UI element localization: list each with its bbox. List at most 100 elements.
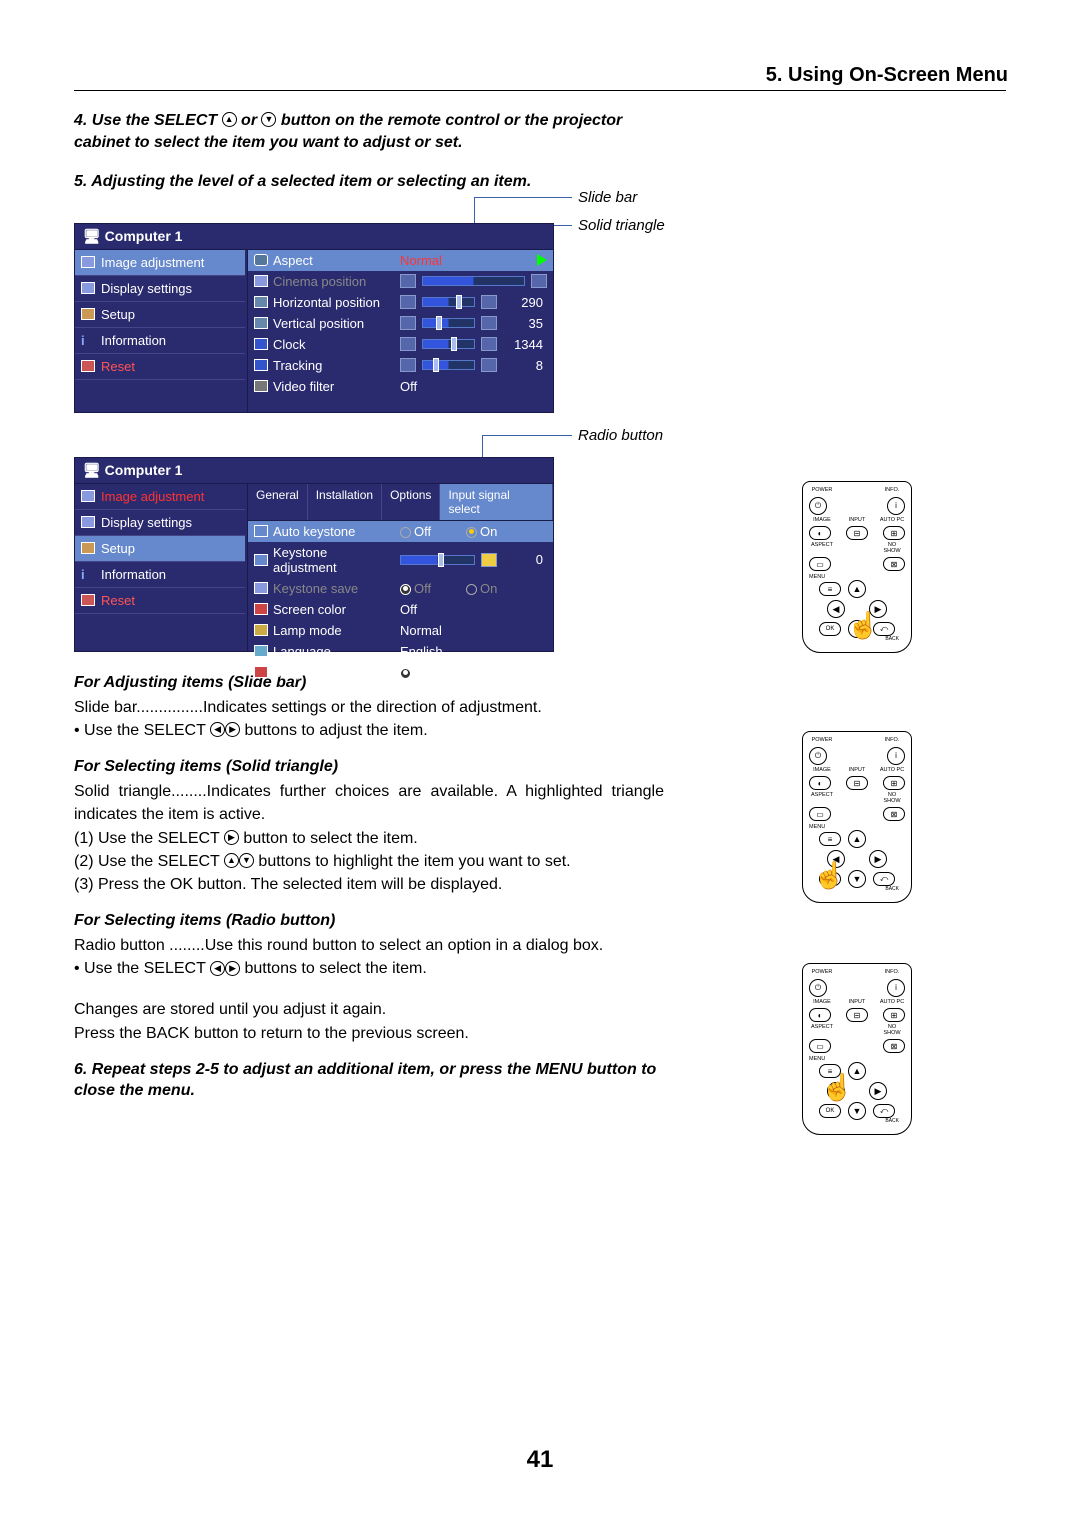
osd2-row: LanguageEnglish <box>248 641 553 662</box>
osd2-menu: Image adjustment Display settings Setup … <box>75 484 245 651</box>
ok-button-icon: OK <box>819 622 841 636</box>
up-arrow-icon: ▲ <box>222 112 237 127</box>
aspect-button-icon: ▭ <box>809 1039 831 1053</box>
autopc-button-icon: ⊞ <box>883 1008 905 1022</box>
osd2-row: Auto keystoneOffOn <box>248 521 553 542</box>
menu-button-icon: ≡ <box>819 582 841 596</box>
menu-button-icon: ≡ <box>819 832 841 846</box>
remote-diagram-1: POWERINFO. ⏻i IMAGEINPUTAUTO PC ◐⊟⊞ ASPE… <box>802 481 912 653</box>
section-triangle-body: Solid triangle........Indicates further … <box>74 780 664 826</box>
power-button-icon: ⏻ <box>809 979 827 997</box>
section-radio-head: For Selecting items (Radio button) <box>74 912 1006 930</box>
right-arrow-icon: ▶ <box>225 722 240 737</box>
osd1-row: Horizontal position290 <box>248 292 553 313</box>
osd1-panel: AspectNormal Cinema position Horizontal … <box>247 250 553 412</box>
back-button-icon: ⤺ <box>873 1104 895 1118</box>
step-5: 5. Adjusting the level of a selected ite… <box>74 171 1006 193</box>
step4-mid: or <box>237 112 262 129</box>
noshow-button-icon: ⊠ <box>883 1039 905 1053</box>
osd1-menu-item: iInformation <box>75 328 245 354</box>
power-button-icon: ⏻ <box>809 747 827 765</box>
dpad-down-icon: ▼ <box>848 620 866 638</box>
osd1-row: Clock1344 <box>248 334 553 355</box>
osd2-menu-item: Reset <box>75 588 245 614</box>
callout-slidebar-h <box>474 197 572 198</box>
dpad-left-icon: ◀ <box>827 850 845 868</box>
info-button-icon: i <box>887 747 905 765</box>
osd1-row: AspectNormal <box>248 250 553 271</box>
noshow-button-icon: ⊠ <box>883 557 905 571</box>
aspect-button-icon: ▭ <box>809 557 831 571</box>
section-radio-notes: Changes are stored until you adjust it a… <box>74 998 664 1044</box>
section-slidebar-body: Slide bar...............Indicates settin… <box>74 696 664 742</box>
ok-button-icon: OK <box>819 872 841 886</box>
section-radio-bullet: • Use the SELECT ◀▶ buttons to select th… <box>74 957 664 980</box>
osd1-menu-item: Reset <box>75 354 245 380</box>
dpad-up-icon: ▲ <box>848 830 866 848</box>
section-triangle-list: (1) Use the SELECT ▶ button to select th… <box>74 827 664 897</box>
osd2-tab: General <box>248 484 308 520</box>
info-button-icon: i <box>887 979 905 997</box>
triangle-icon <box>537 254 547 266</box>
dpad-left-icon: ◀ <box>827 1082 845 1100</box>
menu-button-icon: ≡ <box>819 1064 841 1078</box>
up-arrow-icon: ▲ <box>224 853 239 868</box>
autopc-button-icon: ⊞ <box>883 776 905 790</box>
label-radiobutton: Radio button <box>578 427 663 444</box>
autopc-button-icon: ⊞ <box>883 526 905 540</box>
image-button-icon: ◐ <box>809 1008 831 1022</box>
ok-button-icon: OK <box>819 1104 841 1118</box>
osd2-panel: General Installation Options Input signa… <box>247 484 553 651</box>
osd2-row: Keystone saveOffOn <box>248 578 553 599</box>
dpad-down-icon: ▼ <box>848 1102 866 1120</box>
down-arrow-icon: ▼ <box>261 112 276 127</box>
label-slidebar: Slide bar <box>578 189 637 206</box>
dpad-right-icon: ▶ <box>869 850 887 868</box>
page-number: 41 <box>0 1446 1080 1474</box>
osd2-tab: Installation <box>308 484 382 520</box>
remote-diagram-3: POWERINFO. ⏻i IMAGEINPUTAUTO PC ◐⊟⊞ ASPE… <box>802 963 912 1135</box>
osd2-menu-item: Setup <box>75 536 245 562</box>
section-radio-body: Radio button ........Use this round butt… <box>74 934 664 957</box>
label-solidtriangle: Solid triangle <box>578 217 665 234</box>
input-button-icon: ⊟ <box>846 526 868 540</box>
image-button-icon: ◐ <box>809 776 831 790</box>
osd2-row: Screen colorOff <box>248 599 553 620</box>
osd1-menu-item: Image adjustment <box>75 250 245 276</box>
step4-pre: 4. Use the SELECT <box>74 112 222 129</box>
dpad-down-icon: ▼ <box>848 870 866 888</box>
osd2-menu-item: Image adjustment <box>75 484 245 510</box>
osd2-row: Lamp modeNormal <box>248 620 553 641</box>
osd1-row: Tracking8 <box>248 355 553 376</box>
input-button-icon: ⊟ <box>846 776 868 790</box>
right-arrow-icon: ▶ <box>224 830 239 845</box>
osd2-tab: Input signal select <box>440 484 553 520</box>
down-arrow-icon: ▼ <box>239 853 254 868</box>
osd2-menu-item: Display settings <box>75 510 245 536</box>
dpad-left-icon: ◀ <box>827 600 845 618</box>
aspect-button-icon: ▭ <box>809 807 831 821</box>
back-button-icon: ⤺ <box>873 622 895 636</box>
dpad-up-icon: ▲ <box>848 580 866 598</box>
step-6: 6. Repeat steps 2-5 to adjust an additio… <box>74 1059 674 1102</box>
osd1-row: Vertical position35 <box>248 313 553 334</box>
noshow-button-icon: ⊠ <box>883 807 905 821</box>
input-button-icon: ⊟ <box>846 1008 868 1022</box>
power-button-icon: ⏻ <box>809 497 827 515</box>
left-arrow-icon: ◀ <box>210 961 225 976</box>
osd1-title: 🖥 Computer 1 <box>75 224 553 250</box>
image-button-icon: ◐ <box>809 526 831 540</box>
right-arrow-icon: ▶ <box>225 961 240 976</box>
header-rule <box>74 90 1006 91</box>
dpad-up-icon: ▲ <box>848 1062 866 1080</box>
osd-screenshot-2: 🖥 Computer 1 Image adjustment Display se… <box>74 457 554 652</box>
osd2-row: Keystone adjustment0 <box>248 542 553 578</box>
osd2-tab: Options <box>382 484 440 520</box>
osd2-tabs: General Installation Options Input signa… <box>248 484 553 521</box>
osd1-menu-item: Display settings <box>75 276 245 302</box>
osd1-row: Video filterOff <box>248 376 553 397</box>
step-4: 4. Use the SELECT ▲ or ▼ button on the r… <box>74 110 674 153</box>
osd2-menu-item: iInformation <box>75 562 245 588</box>
left-arrow-icon: ◀ <box>210 722 225 737</box>
osd-screenshot-1: 🖥 Computer 1 Image adjustment Display se… <box>74 223 554 413</box>
